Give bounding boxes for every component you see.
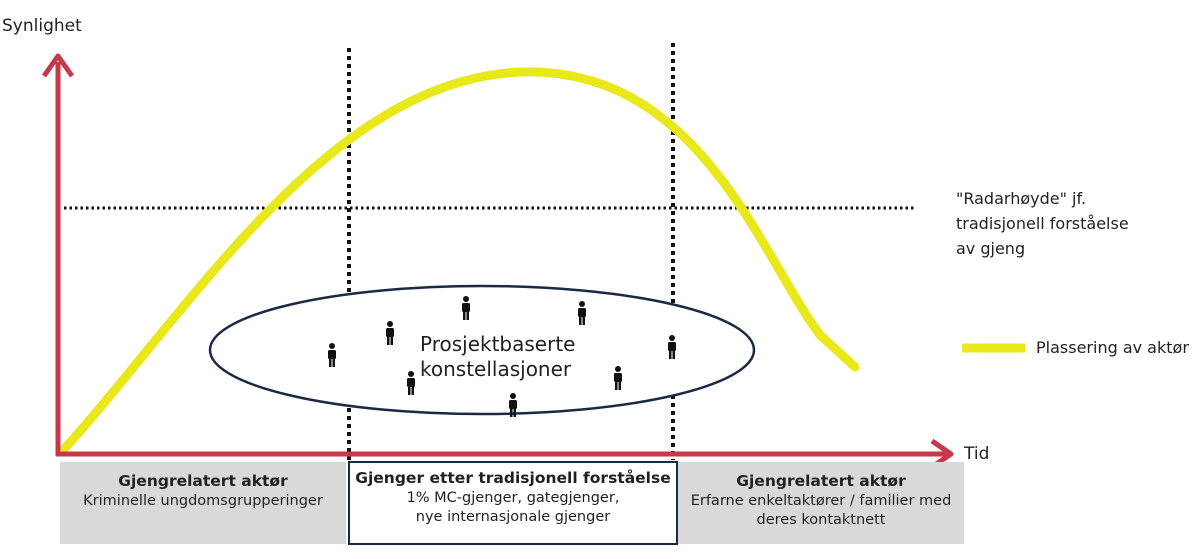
- person-icon: [578, 301, 586, 325]
- person-icon: [668, 335, 676, 359]
- y-axis-label: Synlighet: [2, 16, 82, 36]
- y-axis-arrow-icon: [41, 53, 75, 78]
- legend-label: Plassering av aktør: [1036, 338, 1189, 357]
- ellipse-label-line1: Prosjektbaserte: [420, 332, 576, 356]
- box-traditional-gangs: Gjenger etter tradisjonell forståelse 1%…: [348, 461, 678, 545]
- box-experienced-actors: Gjengrelatert aktør Erfarne enkeltaktøre…: [678, 462, 964, 544]
- radar-height-label: "Radarhøyde" jf. tradisjonell forståelse…: [956, 189, 1129, 258]
- box-text: Erfarne enkeltaktører / familier med: [690, 493, 952, 509]
- person-icon: [614, 366, 622, 390]
- person-icon: [386, 321, 394, 345]
- person-icon: [462, 296, 470, 320]
- box-text: 1% MC-gjenger, gategjenger,: [406, 490, 620, 506]
- box-title: Gjenger etter tradisjonell forståelse: [355, 469, 671, 487]
- person-icon: [407, 371, 415, 395]
- box-text: Kriminelle ungdomsgrupperinger: [83, 493, 323, 509]
- x-axis-label: Tid: [964, 444, 990, 464]
- person-icon: [509, 393, 517, 417]
- box-text: deres kontaktnett: [756, 512, 886, 528]
- box-title: Gjengrelatert aktør: [736, 472, 906, 490]
- box-title: Gjengrelatert aktør: [118, 472, 288, 490]
- box-text: nye internasjonale gjenger: [415, 509, 611, 525]
- ellipse-label: Prosjektbaserte konstellasjoner: [420, 332, 576, 382]
- ellipse-label-line2: konstellasjoner: [420, 357, 572, 381]
- person-icon: [328, 343, 336, 367]
- actor-position-curve: [60, 67, 860, 453]
- box-youth-groups: Gjengrelatert aktør Kriminelle ungdomsgr…: [60, 462, 346, 544]
